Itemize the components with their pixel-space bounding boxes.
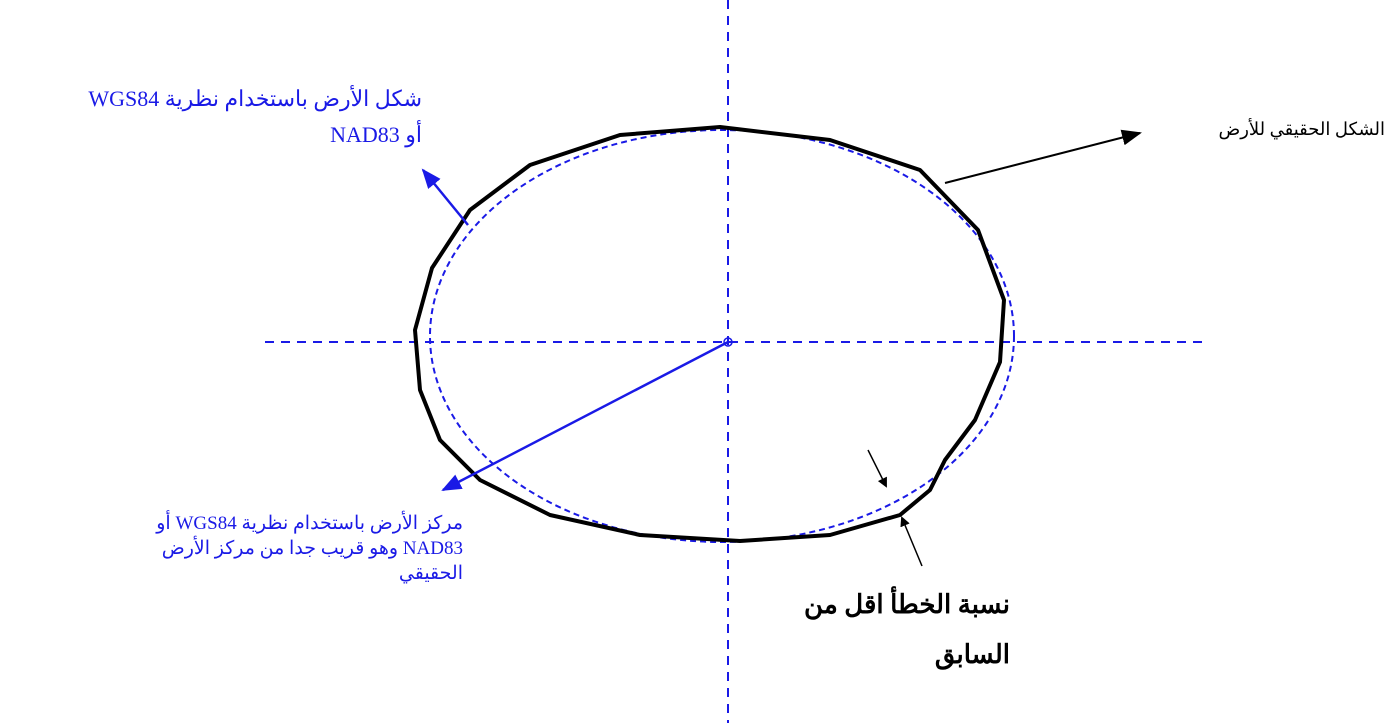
text-line: الشكل الحقيقي للأرض (1218, 119, 1385, 139)
model-shape-label: شكل الأرض باستخدام نظرية WGS84 أو NAD83 (88, 88, 422, 146)
true-shape (413, 125, 1006, 543)
true-shape-label: الشكل الحقيقي للأرض (1218, 120, 1385, 138)
error-label: نسبة الخطأ اقل من السابق (804, 592, 1010, 668)
arrow-error-1 (867, 449, 887, 488)
arrow-error-2 (900, 516, 923, 567)
text-line: NAD83 وهو قريب جدا من مركز الأرض (161, 538, 463, 559)
model-center-label: مركز الأرض باستخدام نظرية WGS84 أو NAD83… (156, 514, 463, 583)
text-line: الحقيقي (398, 563, 463, 584)
center-point (723, 337, 733, 347)
text-line: نسبة الخطأ اقل من (804, 590, 1010, 619)
arrow-model-shape (421, 168, 469, 226)
arrow-true-shape (944, 129, 1142, 184)
text-line: مركز الأرض باستخدام نظرية WGS84 أو (156, 513, 463, 534)
text-line: أو NAD83 (330, 122, 422, 147)
arrow-model-center (441, 340, 729, 492)
text-line: السابق (934, 640, 1010, 669)
model-ellipse (429, 129, 1015, 543)
text-line: شكل الأرض باستخدام نظرية WGS84 (88, 86, 422, 111)
